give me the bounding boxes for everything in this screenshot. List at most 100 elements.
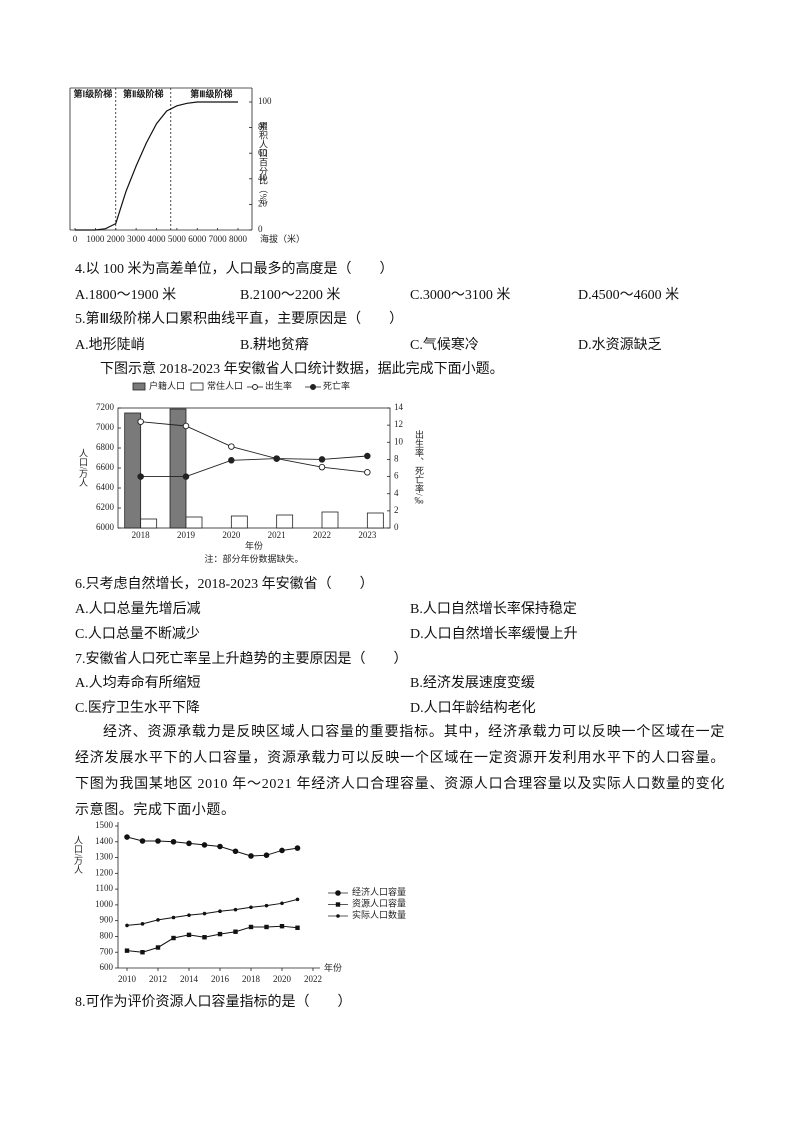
question-stem: 5.第Ⅲ级阶梯人口累积曲线平直，主要原因是（ ） bbox=[75, 312, 404, 327]
bar bbox=[276, 514, 294, 529]
point bbox=[137, 418, 144, 425]
legend-marker bbox=[336, 914, 340, 918]
x-axis-label: 年份 bbox=[324, 962, 342, 973]
y-tick-label: 700 bbox=[100, 946, 114, 956]
option: C.医疗卫生水平下降 bbox=[75, 701, 200, 716]
option: B.耕地贫瘠 bbox=[240, 338, 309, 353]
point bbox=[186, 932, 192, 938]
y-tick-label: 7000 bbox=[96, 422, 115, 432]
point bbox=[186, 840, 192, 847]
bar bbox=[321, 511, 339, 529]
y2-tick-label: 0 bbox=[394, 522, 399, 532]
x-tick-label: 2019 bbox=[177, 530, 196, 540]
y-tick-label: 1300 bbox=[95, 852, 114, 862]
point bbox=[201, 842, 208, 848]
option: A.人口总量先增后减 bbox=[75, 602, 201, 617]
x-tick-label: 2016 bbox=[211, 974, 230, 984]
point bbox=[202, 935, 207, 940]
question-stem: 6.只考虑自然增长，2018-2023 年安徽省（ ） bbox=[75, 577, 374, 592]
point bbox=[124, 834, 130, 840]
y-tick-label: 800 bbox=[100, 931, 114, 941]
intro: 下图示意 2018-2023 年安徽省人口统计数据，据此完成下面小题。 bbox=[100, 362, 504, 377]
y2-tick-label: 2 bbox=[394, 505, 399, 515]
option: C.人口总量不断减少 bbox=[75, 627, 200, 642]
x-tick-label: 2021 bbox=[268, 530, 286, 540]
line bbox=[126, 898, 298, 926]
option: B.2100～2200 米 bbox=[240, 288, 341, 303]
bar bbox=[169, 408, 187, 529]
y-tick-label: 600 bbox=[100, 962, 114, 972]
point bbox=[228, 457, 235, 464]
legend-label: 出生率 bbox=[265, 380, 292, 391]
y-tick-label: 6600 bbox=[96, 462, 115, 472]
point bbox=[187, 913, 191, 917]
point bbox=[202, 911, 207, 916]
point bbox=[295, 897, 300, 902]
point bbox=[364, 469, 371, 476]
y-tick-label: 1200 bbox=[95, 867, 114, 877]
y-axis-label: 人口/万人 bbox=[73, 836, 83, 875]
line bbox=[140, 455, 368, 478]
question-stem: 4.以 100 米为高差单位，人口最多的高度是（ ） bbox=[75, 262, 394, 277]
y-tick-label: 6000 bbox=[96, 522, 115, 532]
point bbox=[294, 845, 301, 851]
point bbox=[273, 455, 280, 462]
x-tick-label: 8000 bbox=[229, 234, 248, 244]
legend-label: 实际人口数量 bbox=[352, 909, 406, 920]
y2-tick-label: 6 bbox=[394, 471, 399, 481]
annotation: 第Ⅱ级阶梯 bbox=[123, 88, 163, 99]
legend-marker bbox=[310, 384, 316, 390]
x-tick-label: 2000 bbox=[107, 234, 126, 244]
point bbox=[263, 852, 270, 858]
point bbox=[233, 929, 238, 934]
legend-label: 资源人口容量 bbox=[352, 898, 406, 909]
point bbox=[232, 848, 239, 855]
x-axis-label: 海拔（米） bbox=[260, 233, 305, 244]
annotation: 第Ⅲ级阶梯 bbox=[190, 88, 232, 99]
y-tick-label: 100 bbox=[258, 96, 272, 106]
point bbox=[182, 422, 190, 430]
option: D.4500～4600 米 bbox=[578, 288, 680, 303]
legend-marker bbox=[335, 902, 341, 907]
option: B.人口自然增长率保持稳定 bbox=[410, 602, 577, 617]
legend-marker bbox=[335, 890, 341, 896]
line bbox=[126, 925, 298, 953]
y2-tick-label: 12 bbox=[394, 419, 403, 429]
point bbox=[171, 935, 176, 941]
point bbox=[171, 915, 176, 920]
y-tick-label: 6400 bbox=[96, 482, 115, 492]
legend-label: 死亡率 bbox=[323, 380, 350, 391]
y-tick-label: 1500 bbox=[95, 820, 114, 830]
x-tick-label: 2018 bbox=[132, 530, 151, 540]
point bbox=[155, 945, 161, 950]
legend-marker bbox=[252, 384, 258, 390]
x-tick-label: 2012 bbox=[149, 974, 167, 984]
y-tick-label: 6800 bbox=[96, 442, 115, 452]
y-tick-label: 1100 bbox=[95, 883, 113, 893]
y-tick-label: 80 bbox=[258, 122, 268, 132]
point bbox=[170, 838, 177, 845]
plot-frame bbox=[117, 407, 391, 529]
y-tick-label: 7200 bbox=[96, 402, 115, 412]
point bbox=[124, 948, 130, 953]
x-axis-label: 年份 bbox=[245, 540, 263, 551]
point bbox=[264, 903, 269, 908]
annotation: 第Ⅰ级阶梯 bbox=[74, 88, 113, 99]
x-tick-label: 6000 bbox=[188, 234, 207, 244]
y-axis-label: 人口/万人 bbox=[78, 449, 88, 488]
x-tick-label: 5000 bbox=[168, 234, 187, 244]
x-tick-label: 2022 bbox=[304, 974, 322, 984]
y2-tick-label: 8 bbox=[394, 453, 399, 463]
point bbox=[233, 907, 238, 912]
note: 注：部分年份数据缺失。 bbox=[204, 553, 303, 564]
point bbox=[140, 922, 145, 926]
point bbox=[279, 847, 285, 854]
y-tick-label: 6200 bbox=[96, 502, 115, 512]
x-tick-label: 1000 bbox=[86, 234, 105, 244]
point bbox=[248, 924, 254, 930]
line bbox=[140, 421, 368, 473]
bar bbox=[366, 512, 384, 529]
point bbox=[279, 923, 285, 929]
line bbox=[126, 836, 298, 857]
